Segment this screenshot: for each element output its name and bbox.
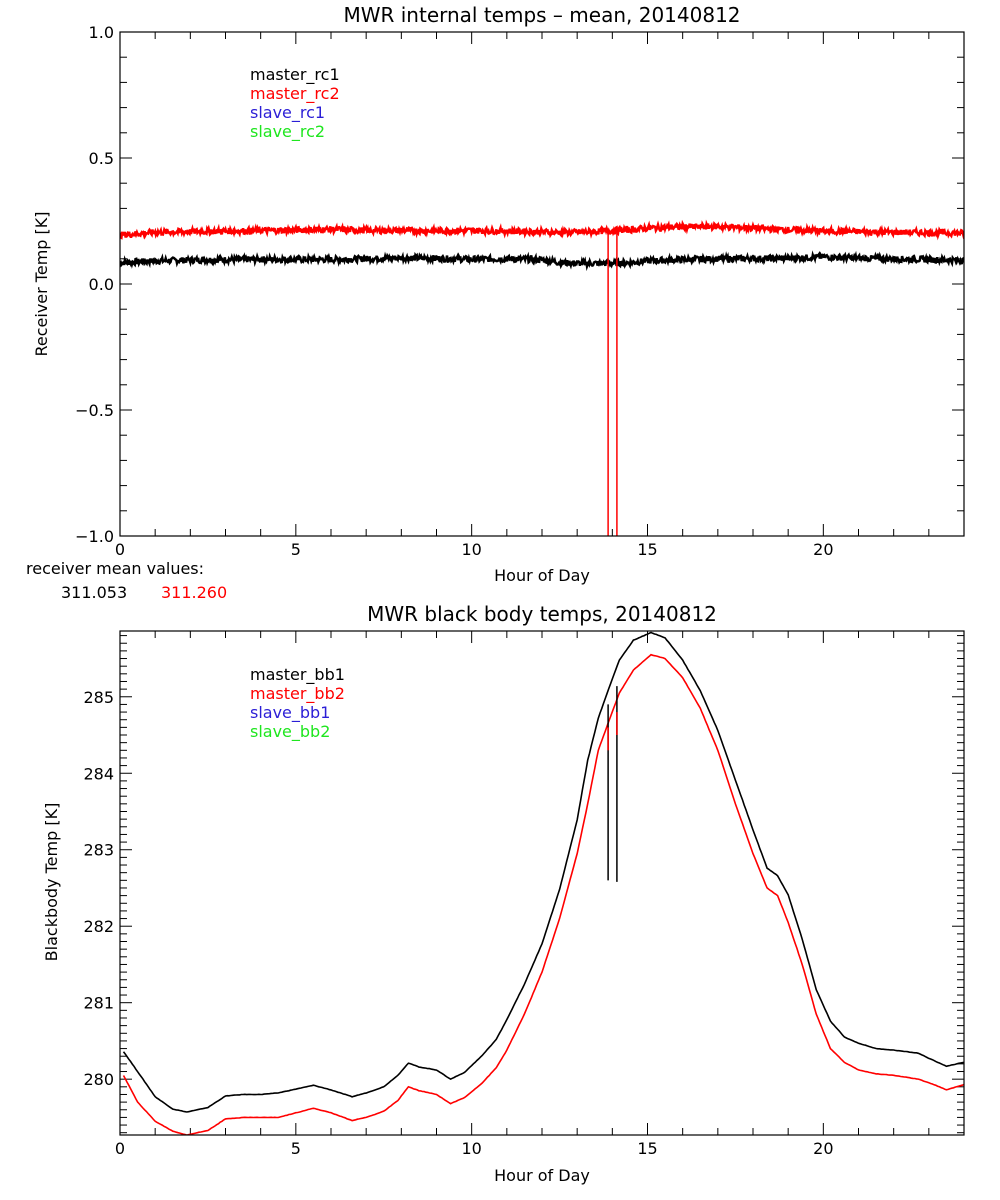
receiver-mean-value-2: 311.260 xyxy=(161,583,227,602)
series-line-master_bb1 xyxy=(122,631,964,1113)
x-tick-label: 0 xyxy=(115,1139,125,1158)
y-tick-label: 283 xyxy=(83,841,114,860)
receiver-temp-chart: MWR internal temps – mean, 20140812 0 5 10… xyxy=(26,3,965,602)
x-tick-label: 0 xyxy=(115,540,125,559)
y-tick-label: −1.0 xyxy=(75,527,114,546)
x-tick-label: 20 xyxy=(813,540,833,559)
x-axis-label: Hour of Day xyxy=(494,566,590,585)
y-tick-label: 0.0 xyxy=(89,275,114,294)
x-tick-label: 15 xyxy=(637,540,657,559)
legend-entry: master_bb2 xyxy=(250,684,345,704)
x-tick-label: 20 xyxy=(813,1139,833,1158)
series-line-master_rc2 xyxy=(120,219,964,241)
legend-entry: master_rc1 xyxy=(250,65,340,85)
x-tick-label: 5 xyxy=(291,1139,301,1158)
series-line-master_rc1 xyxy=(120,250,964,272)
plot-frame xyxy=(119,31,965,537)
receiver-mean-label: receiver mean values: xyxy=(26,559,204,578)
x-tick-label: 15 xyxy=(637,1139,657,1158)
axis-ticks: 0 5 10 15 20 285 284 283 282 281 280 xyxy=(83,631,965,1158)
y-tick-label: 284 xyxy=(83,764,114,783)
series-lines xyxy=(120,219,964,536)
y-tick-label: 1.0 xyxy=(89,23,114,42)
chart-title: MWR internal temps – mean, 20140812 xyxy=(343,3,740,27)
blackbody-temp-chart: MWR black body temps, 20140812 0 5 10 15 20 2… xyxy=(42,602,965,1185)
y-tick-label: 280 xyxy=(83,1070,114,1089)
legend-entry: master_rc2 xyxy=(250,84,340,104)
x-tick-label: 10 xyxy=(461,1139,481,1158)
legend-entry: slave_bb2 xyxy=(250,722,330,742)
legend: master_rc1 master_rc2 slave_rc1 slave_rc… xyxy=(250,65,340,142)
legend-entry: master_bb1 xyxy=(250,665,345,685)
series-lines xyxy=(122,631,964,1135)
y-tick-label: 282 xyxy=(83,917,114,936)
x-tick-label: 10 xyxy=(461,540,481,559)
receiver-mean-value-1: 311.053 xyxy=(61,583,127,602)
chart-title: MWR black body temps, 20140812 xyxy=(367,602,717,626)
x-tick-label: 5 xyxy=(291,540,301,559)
legend-entry: slave_rc2 xyxy=(250,122,325,142)
series-line-master_bb2 xyxy=(122,653,964,1135)
legend-entry: slave_rc1 xyxy=(250,103,325,123)
y-axis-label: Blackbody Temp [K] xyxy=(42,803,61,962)
y-tick-label: −0.5 xyxy=(75,401,114,420)
legend-entry: slave_bb1 xyxy=(250,703,330,723)
y-tick-label: 0.5 xyxy=(89,149,114,168)
axis-ticks: 0 5 10 15 20 1.0 0.5 0.0 −0.5 −1.0 xyxy=(75,23,965,559)
y-axis-label: Receiver Temp [K] xyxy=(32,211,51,356)
legend: master_bb1 master_bb2 slave_bb1 slave_bb… xyxy=(250,665,345,742)
y-tick-label: 285 xyxy=(83,688,114,707)
y-tick-label: 281 xyxy=(83,994,114,1013)
x-axis-label: Hour of Day xyxy=(494,1166,590,1185)
plot-frame xyxy=(119,630,965,1136)
